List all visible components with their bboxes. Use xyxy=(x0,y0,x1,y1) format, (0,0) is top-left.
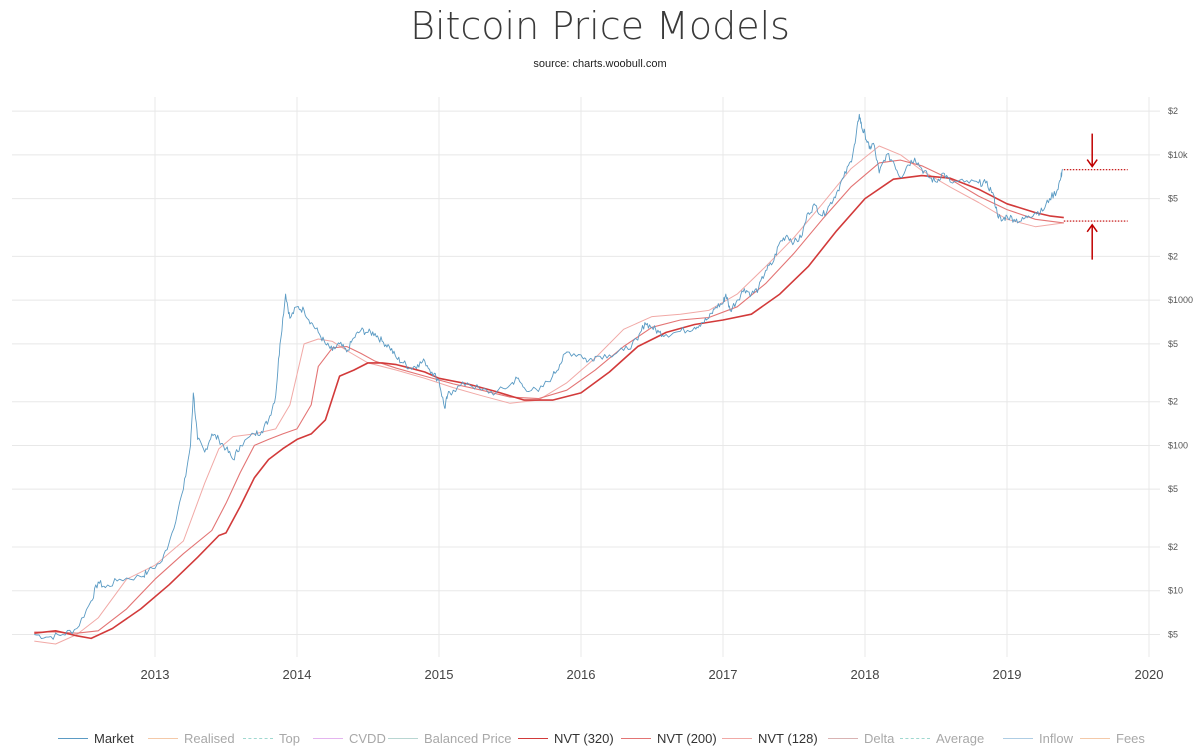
legend-label: NVT (200) xyxy=(657,730,717,746)
legend-item[interactable]: Top xyxy=(243,728,300,748)
y-tick-label: $100 xyxy=(1168,440,1188,450)
legend-label: Average xyxy=(936,730,985,746)
legend-item[interactable]: Fees xyxy=(1080,728,1145,748)
legend-label: NVT (128) xyxy=(758,730,818,746)
y-tick-label: $2 xyxy=(1168,251,1178,261)
legend-swatch xyxy=(900,737,930,739)
grid-layer xyxy=(12,97,1160,657)
y-tick-label: $5 xyxy=(1168,194,1178,204)
legend-swatch xyxy=(243,737,273,739)
price-chart[interactable]: $5 $10 $2 $5 $100 $2 $5 $1000 $2 $5 $10k $2 2013 2014… xyxy=(0,0,1200,720)
legend-swatch xyxy=(58,737,88,739)
legend-swatch xyxy=(722,737,752,739)
x-tick-label: 2020 xyxy=(1135,667,1164,682)
legend-swatch xyxy=(518,737,548,739)
y-tick-label: $5 xyxy=(1168,339,1178,349)
x-tick-label: 2013 xyxy=(141,667,170,682)
y-tick-label: $1000 xyxy=(1168,295,1193,305)
y-tick-label: $10k xyxy=(1168,150,1188,160)
legend-label: Balanced Price xyxy=(424,730,512,746)
arrow-down-icon xyxy=(1086,133,1098,168)
legend-swatch xyxy=(313,737,343,739)
arrow-up-icon xyxy=(1086,223,1098,260)
legend-swatch xyxy=(148,737,178,739)
chart-subtitle: source: charts.woobull.com xyxy=(533,58,667,70)
legend-item[interactable]: NVT (320) xyxy=(518,728,614,748)
x-tick-label: 2014 xyxy=(283,667,312,682)
legend-item[interactable]: Average xyxy=(900,728,984,748)
series-line-nvt-200[interactable] xyxy=(34,159,1064,634)
series-line-nvt-128[interactable] xyxy=(34,145,1064,645)
series-line-market[interactable] xyxy=(34,113,1063,640)
y-tick-label: $2 xyxy=(1168,397,1178,407)
x-tick-label: 2018 xyxy=(851,667,880,682)
legend-swatch xyxy=(828,737,858,739)
legend-item[interactable]: NVT (200) xyxy=(621,728,717,748)
y-tick-label: $2 xyxy=(1168,542,1178,552)
legend: Market Realised Top CVDD Balanced Price NVT (… xyxy=(0,728,1200,748)
y-tick-label: $10 xyxy=(1168,586,1183,596)
x-tick-label: 2015 xyxy=(425,667,454,682)
series-layer xyxy=(34,113,1064,645)
y-tick-label: $2 xyxy=(1168,106,1178,116)
legend-item[interactable]: Delta xyxy=(828,728,894,748)
legend-label: Delta xyxy=(864,730,895,746)
legend-item[interactable]: Inflow xyxy=(1003,728,1073,748)
legend-swatch xyxy=(621,737,651,739)
x-tick-label: 2017 xyxy=(709,667,738,682)
legend-label: Inflow xyxy=(1039,730,1073,746)
y-tick-label: $5 xyxy=(1168,484,1178,494)
legend-label: Realised xyxy=(184,730,235,746)
legend-item[interactable]: Balanced Price xyxy=(388,728,511,748)
legend-item[interactable]: Market xyxy=(58,728,134,748)
x-tick-label: 2019 xyxy=(993,667,1022,682)
axis-layer: $5 $10 $2 $5 $100 $2 $5 $1000 $2 $5 $10k $2 2013 2014… xyxy=(141,106,1193,682)
annotation-layer xyxy=(1063,133,1128,260)
legend-item[interactable]: CVDD xyxy=(313,728,386,748)
legend-item[interactable]: NVT (128) xyxy=(722,728,818,748)
legend-label: NVT (320) xyxy=(554,730,614,746)
legend-swatch xyxy=(1080,737,1110,739)
chart-title: Bitcoin Price Models xyxy=(410,4,790,48)
legend-swatch xyxy=(1003,737,1033,739)
legend-swatch xyxy=(388,737,418,739)
legend-label: Market xyxy=(94,730,134,746)
legend-label: Top xyxy=(279,730,300,746)
series-line-nvt-320[interactable] xyxy=(34,174,1064,640)
legend-item[interactable]: Realised xyxy=(148,728,235,748)
y-tick-label: $5 xyxy=(1168,629,1178,639)
x-tick-label: 2016 xyxy=(567,667,596,682)
legend-label: CVDD xyxy=(349,730,386,746)
legend-label: Fees xyxy=(1116,730,1145,746)
